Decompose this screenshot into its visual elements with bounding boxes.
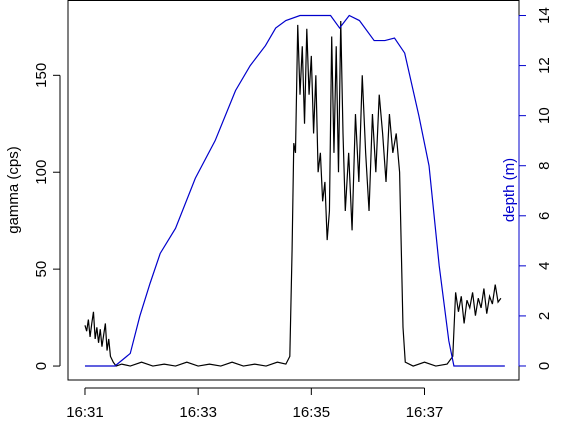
y2-axis-label: depth (m) [501, 158, 518, 222]
data-line [84, 21, 502, 367]
y2-tick-label: 4 [536, 262, 553, 270]
x-tick-label: 16:37 [406, 404, 444, 421]
y2-tick-label: 10 [536, 107, 553, 124]
x-tick-label: 16:31 [66, 404, 104, 421]
y-tick-label: 100 [33, 160, 50, 185]
y-tick-label: 50 [33, 261, 50, 278]
y2-tick-label: 14 [536, 7, 553, 24]
x-tick-label: 16:33 [179, 404, 217, 421]
y-axis-label: gamma (cps) [5, 146, 22, 234]
y-tick-label: 150 [33, 63, 50, 88]
y2-tick-label: 6 [536, 212, 553, 220]
y2-tick-label: 0 [536, 362, 553, 370]
y2-tick-label: 12 [536, 57, 553, 74]
y2-tick-label: 8 [536, 162, 553, 170]
y2-tick-label: 2 [536, 312, 553, 320]
y-tick-label: 0 [33, 362, 50, 370]
data-line [84, 14, 505, 367]
x-tick-label: 16:35 [293, 404, 331, 421]
